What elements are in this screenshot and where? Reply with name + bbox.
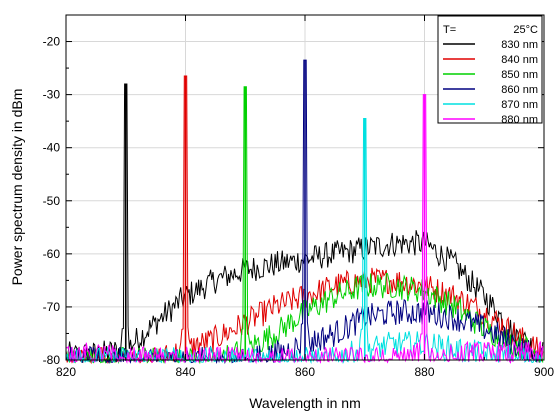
- y-tick-label: -80: [43, 353, 61, 367]
- legend-entry: 850 nm: [501, 69, 538, 81]
- y-tick-label: -70: [43, 300, 61, 314]
- legend: T= 25°C 830 nm 840 nm 850 nm 860 nm 870 nm 88…: [437, 15, 543, 126]
- legend-entry: 870 nm: [501, 99, 538, 111]
- x-tick-label: 860: [295, 365, 315, 379]
- y-tick-label: -30: [43, 88, 61, 102]
- x-tick-label: 840: [175, 365, 195, 379]
- legend-entry: 860 nm: [501, 84, 538, 96]
- y-tick-label: -50: [43, 194, 61, 208]
- y-tick-label: -60: [43, 247, 61, 261]
- legend-title-right: 25°C: [513, 24, 538, 36]
- legend-entry: 880 nm: [501, 114, 538, 126]
- x-tick-label: 880: [414, 365, 434, 379]
- x-axis-label: Wavelength in nm: [249, 395, 361, 411]
- legend-entry: 840 nm: [501, 54, 538, 66]
- series-layer: [65, 59, 544, 365]
- x-tick-label: 820: [56, 365, 76, 379]
- ticks: 820 840 860 880 900 -80 -70 -60 -50 -40 -30 -20: [43, 14, 554, 379]
- x-tick-label: 900: [534, 365, 554, 379]
- plot-border: [65, 14, 545, 361]
- y-tick-label: -20: [43, 35, 61, 49]
- legend-box: [437, 15, 543, 124]
- legend-title-left: T=: [443, 24, 456, 36]
- y-axis-label: Power spectrum density in dBm: [9, 89, 25, 286]
- legend-entry: 830 nm: [501, 39, 538, 51]
- y-tick-label: -40: [43, 141, 61, 155]
